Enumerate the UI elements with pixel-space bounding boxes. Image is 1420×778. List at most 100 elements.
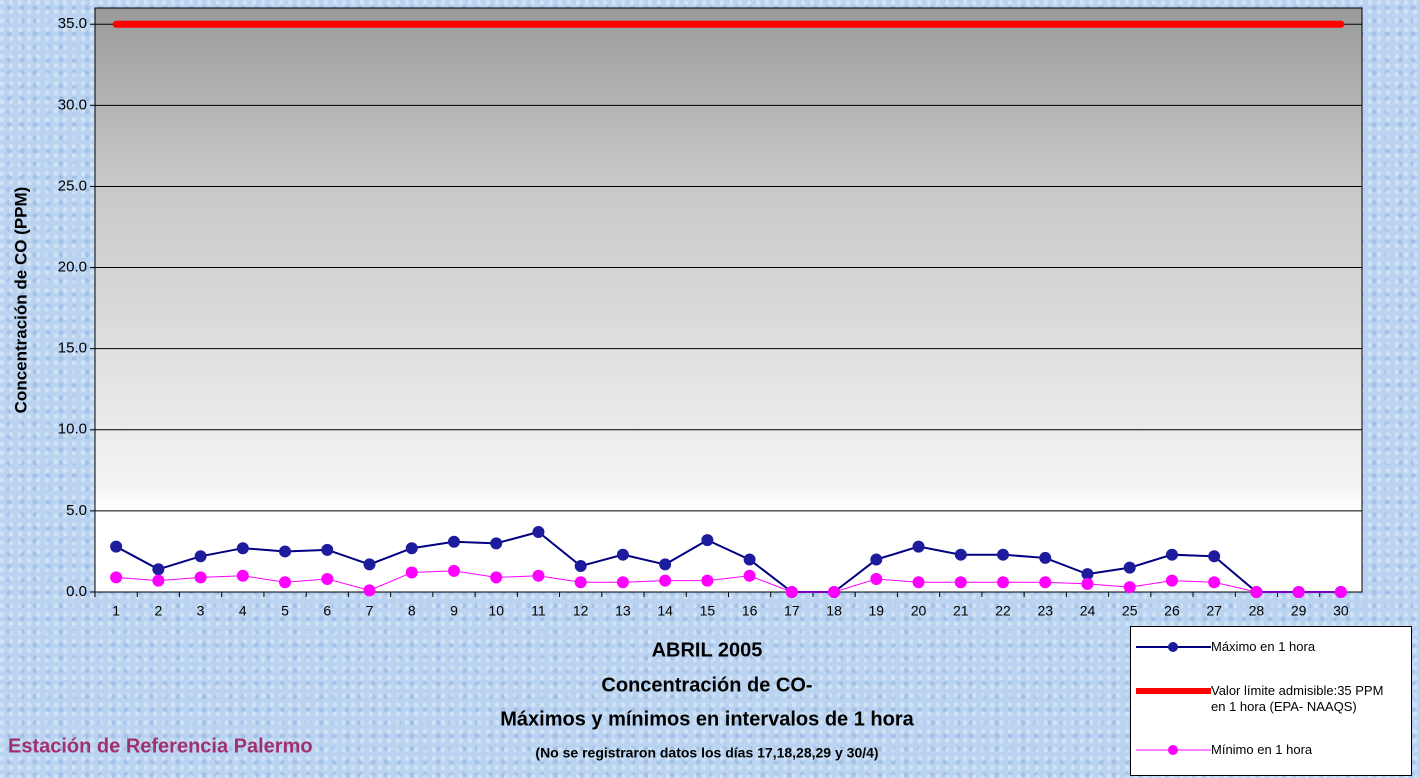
series-line xyxy=(115,530,1342,593)
marker xyxy=(532,525,545,538)
x-tick-label: 26 xyxy=(1164,603,1180,619)
legend: Máximo en 1 hora Valor límite admisible:… xyxy=(1130,626,1412,776)
y-tick-label: 5.0 xyxy=(66,502,87,519)
marker xyxy=(152,574,165,587)
marker xyxy=(236,569,249,582)
marker xyxy=(279,545,292,558)
x-label: ABRIL 2005 xyxy=(652,639,763,661)
marker xyxy=(659,558,672,571)
legend-marks xyxy=(1136,642,1211,755)
marker xyxy=(447,535,460,548)
y-tick-label: 0.0 xyxy=(66,583,87,600)
marker xyxy=(110,540,123,553)
marker xyxy=(743,553,756,566)
plot-area xyxy=(94,7,1363,593)
marker xyxy=(279,576,292,589)
station: Estación de Referencia Palermo xyxy=(8,735,313,757)
marker xyxy=(1250,586,1263,598)
marker xyxy=(574,576,587,589)
x-label: Máximos y mínimos en intervalos de 1 hor… xyxy=(500,708,914,730)
x-tick-label: 6 xyxy=(323,603,331,619)
marker xyxy=(870,573,883,586)
x-tick-label: 19 xyxy=(869,603,885,619)
marker xyxy=(532,569,545,582)
marker xyxy=(870,553,883,566)
x-tick-label: 27 xyxy=(1206,603,1222,619)
y-tick-label: 10.0 xyxy=(58,421,87,438)
marker xyxy=(1123,581,1136,594)
x-tick-label: 25 xyxy=(1122,603,1138,619)
marker xyxy=(743,569,756,582)
x-tick-label: 18 xyxy=(826,603,842,619)
marker xyxy=(321,543,334,556)
marker xyxy=(490,571,503,584)
marker xyxy=(616,548,629,561)
marker xyxy=(1292,586,1305,598)
marker xyxy=(405,566,418,579)
marker xyxy=(574,560,587,573)
x-tick-label: 15 xyxy=(700,603,716,619)
marker xyxy=(659,574,672,587)
x-tick-label: 10 xyxy=(488,603,504,619)
x-tick-label: 29 xyxy=(1291,603,1307,619)
marker xyxy=(194,571,207,584)
marker xyxy=(194,550,207,563)
marker xyxy=(954,548,967,561)
marker xyxy=(1165,548,1178,561)
x-tick-label: 24 xyxy=(1080,603,1096,619)
x-tick-label: 21 xyxy=(953,603,969,619)
marker xyxy=(236,542,249,555)
x-tick-label: 17 xyxy=(784,603,800,619)
y-tick-label: 25.0 xyxy=(58,177,87,194)
x-tick-label: 8 xyxy=(408,603,416,619)
marker xyxy=(490,537,503,550)
marker xyxy=(1208,550,1221,563)
y-tick-label: 20.0 xyxy=(58,259,87,276)
legend-label: Máximo en 1 hora xyxy=(1211,639,1316,654)
x-tick-label: 22 xyxy=(995,603,1011,619)
x-tick-label: 23 xyxy=(1037,603,1053,619)
marker xyxy=(1039,551,1052,564)
marker xyxy=(997,548,1010,561)
marker xyxy=(1081,568,1094,581)
marker xyxy=(954,576,967,589)
x-tick-label: 9 xyxy=(450,603,458,619)
y-tick-label: 15.0 xyxy=(58,340,87,357)
marker xyxy=(785,586,798,598)
marker xyxy=(1208,576,1221,589)
marker xyxy=(152,563,165,576)
y-axis-label: Concentración de CO (PPM) xyxy=(11,187,30,414)
marker xyxy=(363,558,376,571)
marker xyxy=(1081,577,1094,590)
marker xyxy=(701,534,714,547)
marker xyxy=(997,576,1010,589)
marker xyxy=(363,584,376,597)
marker xyxy=(616,576,629,589)
legend-marker xyxy=(1168,745,1178,755)
marker xyxy=(912,540,925,553)
x-tick-label: 12 xyxy=(573,603,589,619)
marker xyxy=(1123,561,1136,574)
marker xyxy=(447,564,460,577)
x-tick-label: 1 xyxy=(112,603,120,619)
x-tick-label: 13 xyxy=(615,603,631,619)
x-tick-label: 5 xyxy=(281,603,289,619)
x-tick-label: 11 xyxy=(531,603,546,619)
x-tick-label: 30 xyxy=(1333,603,1349,619)
marker xyxy=(701,574,714,587)
marker xyxy=(912,576,925,589)
x-tick-label: 20 xyxy=(911,603,927,619)
marker xyxy=(828,586,841,598)
legend-label: Mínimo en 1 hora xyxy=(1211,742,1313,757)
y-tick-label: 35.0 xyxy=(58,15,87,32)
note: (No se registraron datos los días 17,18,… xyxy=(535,745,878,761)
marker xyxy=(1039,576,1052,589)
x-label: Concentración de CO- xyxy=(601,674,812,696)
x-tick-label: 2 xyxy=(154,603,162,619)
x-tick-label: 16 xyxy=(742,603,758,619)
marker xyxy=(1334,586,1347,598)
series-line xyxy=(115,570,1342,593)
x-tick-label: 3 xyxy=(197,603,205,619)
